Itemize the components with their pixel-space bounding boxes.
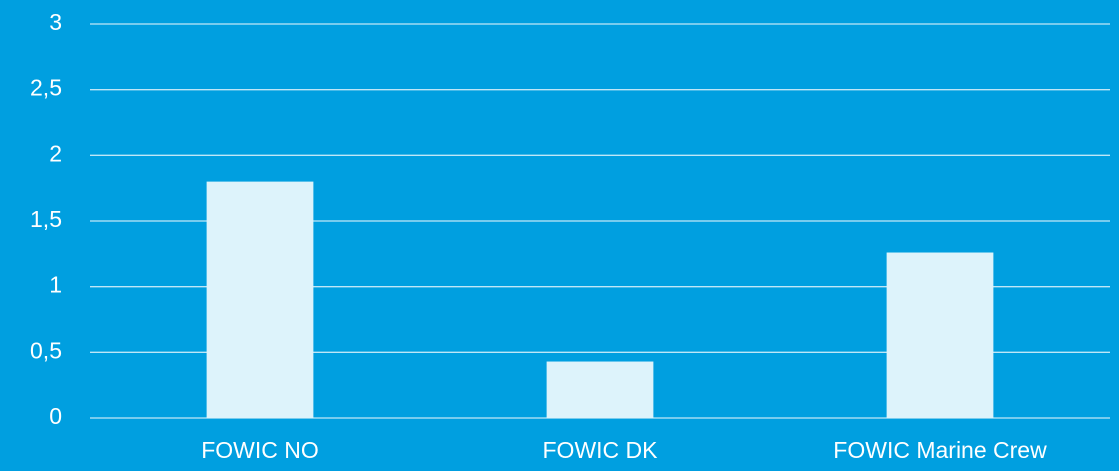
y-tick-label: 0,5 <box>30 337 62 363</box>
x-tick-label: FOWIC DK <box>543 437 659 463</box>
x-tick-label: FOWIC Marine Crew <box>833 437 1047 463</box>
y-tick-label: 2 <box>49 140 62 166</box>
x-tick-label: FOWIC NO <box>201 437 319 463</box>
y-tick-label: 1,5 <box>30 206 62 232</box>
bar <box>546 361 654 418</box>
y-tick-label: 0 <box>49 403 62 429</box>
bar <box>206 181 314 418</box>
y-tick-label: 1 <box>49 272 62 298</box>
y-tick-label: 3 <box>49 9 62 35</box>
y-tick-label: 2,5 <box>30 75 62 101</box>
bar <box>886 252 994 418</box>
